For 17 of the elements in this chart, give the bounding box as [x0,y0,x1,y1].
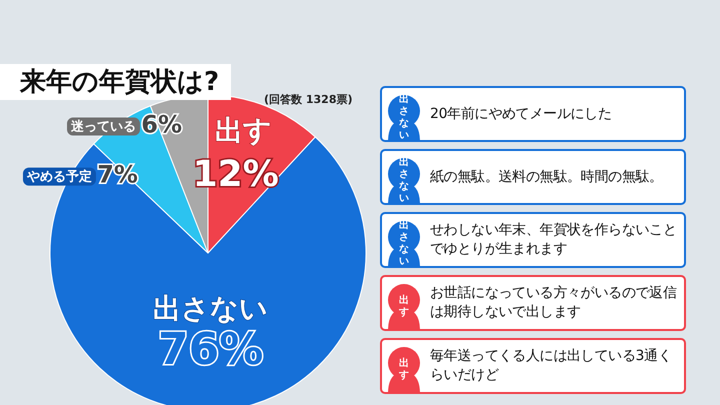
text: お世話になっている方々がいるので返信は期待しないで出します [430,284,678,322]
text: 20年前にやめてメールにした [430,104,613,124]
slice-label: 出す [215,114,272,147]
category-label: 出さない [399,220,409,268]
text: 毎年送ってくる人には出している3通くらいだけど [430,347,673,385]
category-label: 出さない [399,157,409,205]
slice-label: 迷っている [70,120,136,135]
text: 紙の無駄。送料の無駄。時間の無駄。 [430,168,664,186]
slice-label: やめる予定 [26,168,92,185]
text: せわしない年末、年賀状を作らないことでゆとりが生まれます [430,221,678,259]
category-label: 出す [399,358,409,382]
chart-title: 来年の年賀状は? [0,64,232,100]
category-label: 出さない [399,94,409,142]
chart-subtitle: (回答数 1328票) [264,92,352,107]
slice-label: 出さない [153,292,268,325]
data-label: 76% [158,324,264,375]
category-label: 出す [399,295,409,319]
